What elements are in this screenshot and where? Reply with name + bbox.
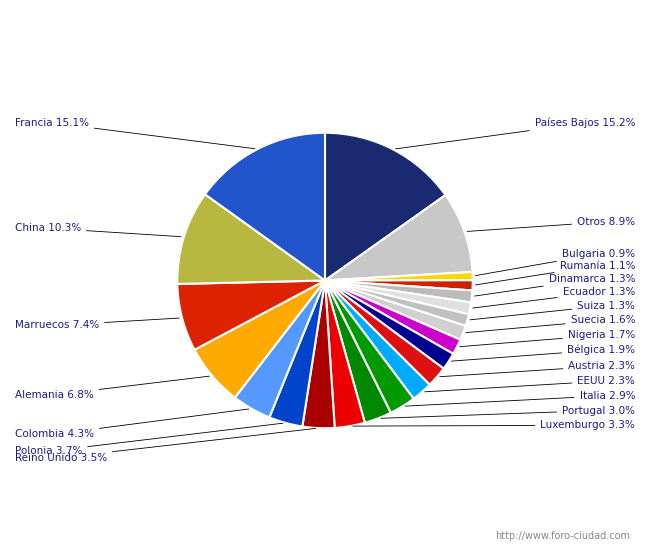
- Text: Polonia 3.7%: Polonia 3.7%: [15, 423, 283, 456]
- Text: Portugal 3.0%: Portugal 3.0%: [381, 405, 635, 419]
- Wedge shape: [325, 280, 413, 413]
- Text: Ecuador 1.3%: Ecuador 1.3%: [473, 287, 635, 308]
- Wedge shape: [194, 280, 325, 398]
- Wedge shape: [325, 195, 473, 280]
- Text: Alemania 6.8%: Alemania 6.8%: [15, 376, 209, 400]
- Wedge shape: [325, 280, 460, 354]
- Wedge shape: [177, 280, 325, 350]
- Wedge shape: [325, 280, 391, 423]
- Wedge shape: [205, 133, 325, 280]
- Text: Países Bajos 15.2%: Países Bajos 15.2%: [396, 118, 635, 149]
- Wedge shape: [325, 280, 365, 428]
- Wedge shape: [325, 133, 445, 280]
- Text: EEUU 2.3%: EEUU 2.3%: [424, 376, 635, 392]
- Text: China 10.3%: China 10.3%: [15, 223, 181, 236]
- Text: http://www.foro-ciudad.com: http://www.foro-ciudad.com: [495, 531, 630, 541]
- Text: Marruecos 7.4%: Marruecos 7.4%: [15, 318, 179, 331]
- Wedge shape: [325, 272, 473, 280]
- Text: Francia 15.1%: Francia 15.1%: [15, 118, 255, 148]
- Text: Nigeria 1.7%: Nigeria 1.7%: [460, 330, 635, 346]
- Text: Parla - Turistas extranjeros según país - Abril de 2024: Parla - Turistas extranjeros según país …: [94, 13, 556, 29]
- Wedge shape: [235, 280, 325, 417]
- Wedge shape: [325, 280, 473, 290]
- Wedge shape: [325, 280, 471, 314]
- Text: Luxemburgo 3.3%: Luxemburgo 3.3%: [353, 420, 635, 430]
- Wedge shape: [325, 280, 469, 326]
- Text: Rumanía 1.1%: Rumanía 1.1%: [475, 261, 635, 285]
- Text: Dinamarca 1.3%: Dinamarca 1.3%: [474, 274, 635, 296]
- Wedge shape: [325, 280, 453, 368]
- Text: Suecia 1.6%: Suecia 1.6%: [466, 315, 635, 333]
- Wedge shape: [325, 280, 443, 384]
- Text: Reino Unido 3.5%: Reino Unido 3.5%: [15, 428, 316, 463]
- Wedge shape: [269, 280, 325, 426]
- Text: Colombia 4.3%: Colombia 4.3%: [15, 409, 249, 439]
- Wedge shape: [325, 280, 465, 340]
- Text: Otros 8.9%: Otros 8.9%: [467, 217, 635, 232]
- Text: Italia 2.9%: Italia 2.9%: [406, 390, 635, 406]
- Text: Suiza 1.3%: Suiza 1.3%: [470, 301, 635, 320]
- Text: Austria 2.3%: Austria 2.3%: [439, 361, 635, 377]
- Wedge shape: [177, 194, 325, 284]
- Wedge shape: [325, 280, 430, 399]
- Wedge shape: [325, 280, 473, 302]
- Wedge shape: [302, 280, 335, 428]
- Text: Bulgaria 0.9%: Bulgaria 0.9%: [475, 249, 635, 276]
- Text: Bélgica 1.9%: Bélgica 1.9%: [451, 345, 635, 361]
